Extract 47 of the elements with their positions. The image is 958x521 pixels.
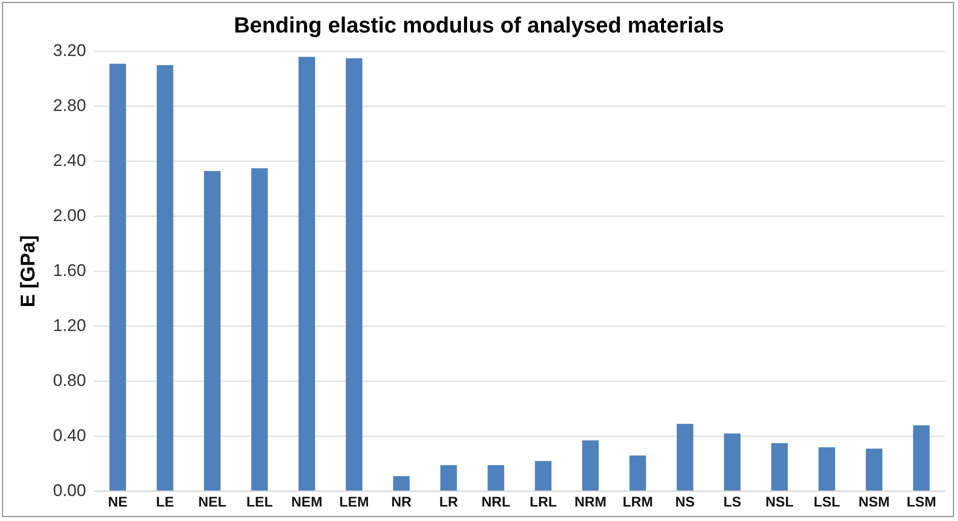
bar — [346, 58, 362, 490]
x-tick-label: LSM — [906, 493, 936, 510]
y-tick-label: 2.00 — [52, 206, 86, 226]
x-tick-label: LRL — [530, 493, 558, 510]
bar — [676, 424, 694, 490]
bar — [866, 448, 882, 490]
bar — [488, 465, 504, 490]
x-tick-label: LS — [723, 493, 742, 510]
x-tick-label: NSM — [858, 493, 890, 510]
y-axis-title: E [GPa] — [18, 235, 40, 308]
x-tick-label: LEM — [339, 493, 369, 510]
x-tick-label: LSL — [814, 493, 840, 510]
bar — [771, 443, 788, 490]
x-tick-label: NS — [675, 493, 695, 510]
y-tick-label: 1.60 — [52, 260, 86, 280]
chart-title: Bending elastic modulus of analysed materials — [234, 12, 724, 38]
y-tick-label: 0.80 — [52, 370, 86, 390]
x-tick-label: LE — [156, 493, 174, 510]
bar — [393, 476, 410, 490]
bar — [156, 65, 174, 490]
x-tick-label: NRM — [574, 493, 606, 510]
y-tick-label: 0.40 — [52, 426, 86, 445]
bar — [724, 433, 741, 490]
y-tick-label: 2.80 — [52, 96, 86, 116]
x-tick-label: NEL — [198, 493, 227, 510]
bar — [582, 440, 599, 490]
bar — [629, 455, 646, 490]
bar — [204, 170, 221, 490]
bar — [298, 56, 316, 490]
x-tick-label: LEL — [246, 493, 274, 510]
bar — [109, 64, 126, 490]
x-tick-label: NR — [391, 493, 412, 510]
x-tick-label: NSL — [766, 493, 794, 510]
y-tick-label: 0.00 — [52, 480, 86, 500]
x-tick-label: LR — [439, 493, 458, 510]
bar — [534, 460, 552, 490]
bar — [440, 465, 457, 490]
bar — [913, 425, 930, 490]
y-tick-label: 2.40 — [52, 151, 86, 170]
x-tick-label: LRM — [622, 493, 653, 510]
y-tick-label: 3.20 — [52, 41, 86, 60]
x-tick-label: NRL — [482, 493, 511, 510]
bar — [251, 168, 268, 490]
x-tick-label: NEM — [291, 493, 322, 510]
bar — [818, 447, 836, 490]
x-tick-label: NE — [108, 493, 128, 510]
y-tick-label: 1.20 — [52, 316, 86, 335]
